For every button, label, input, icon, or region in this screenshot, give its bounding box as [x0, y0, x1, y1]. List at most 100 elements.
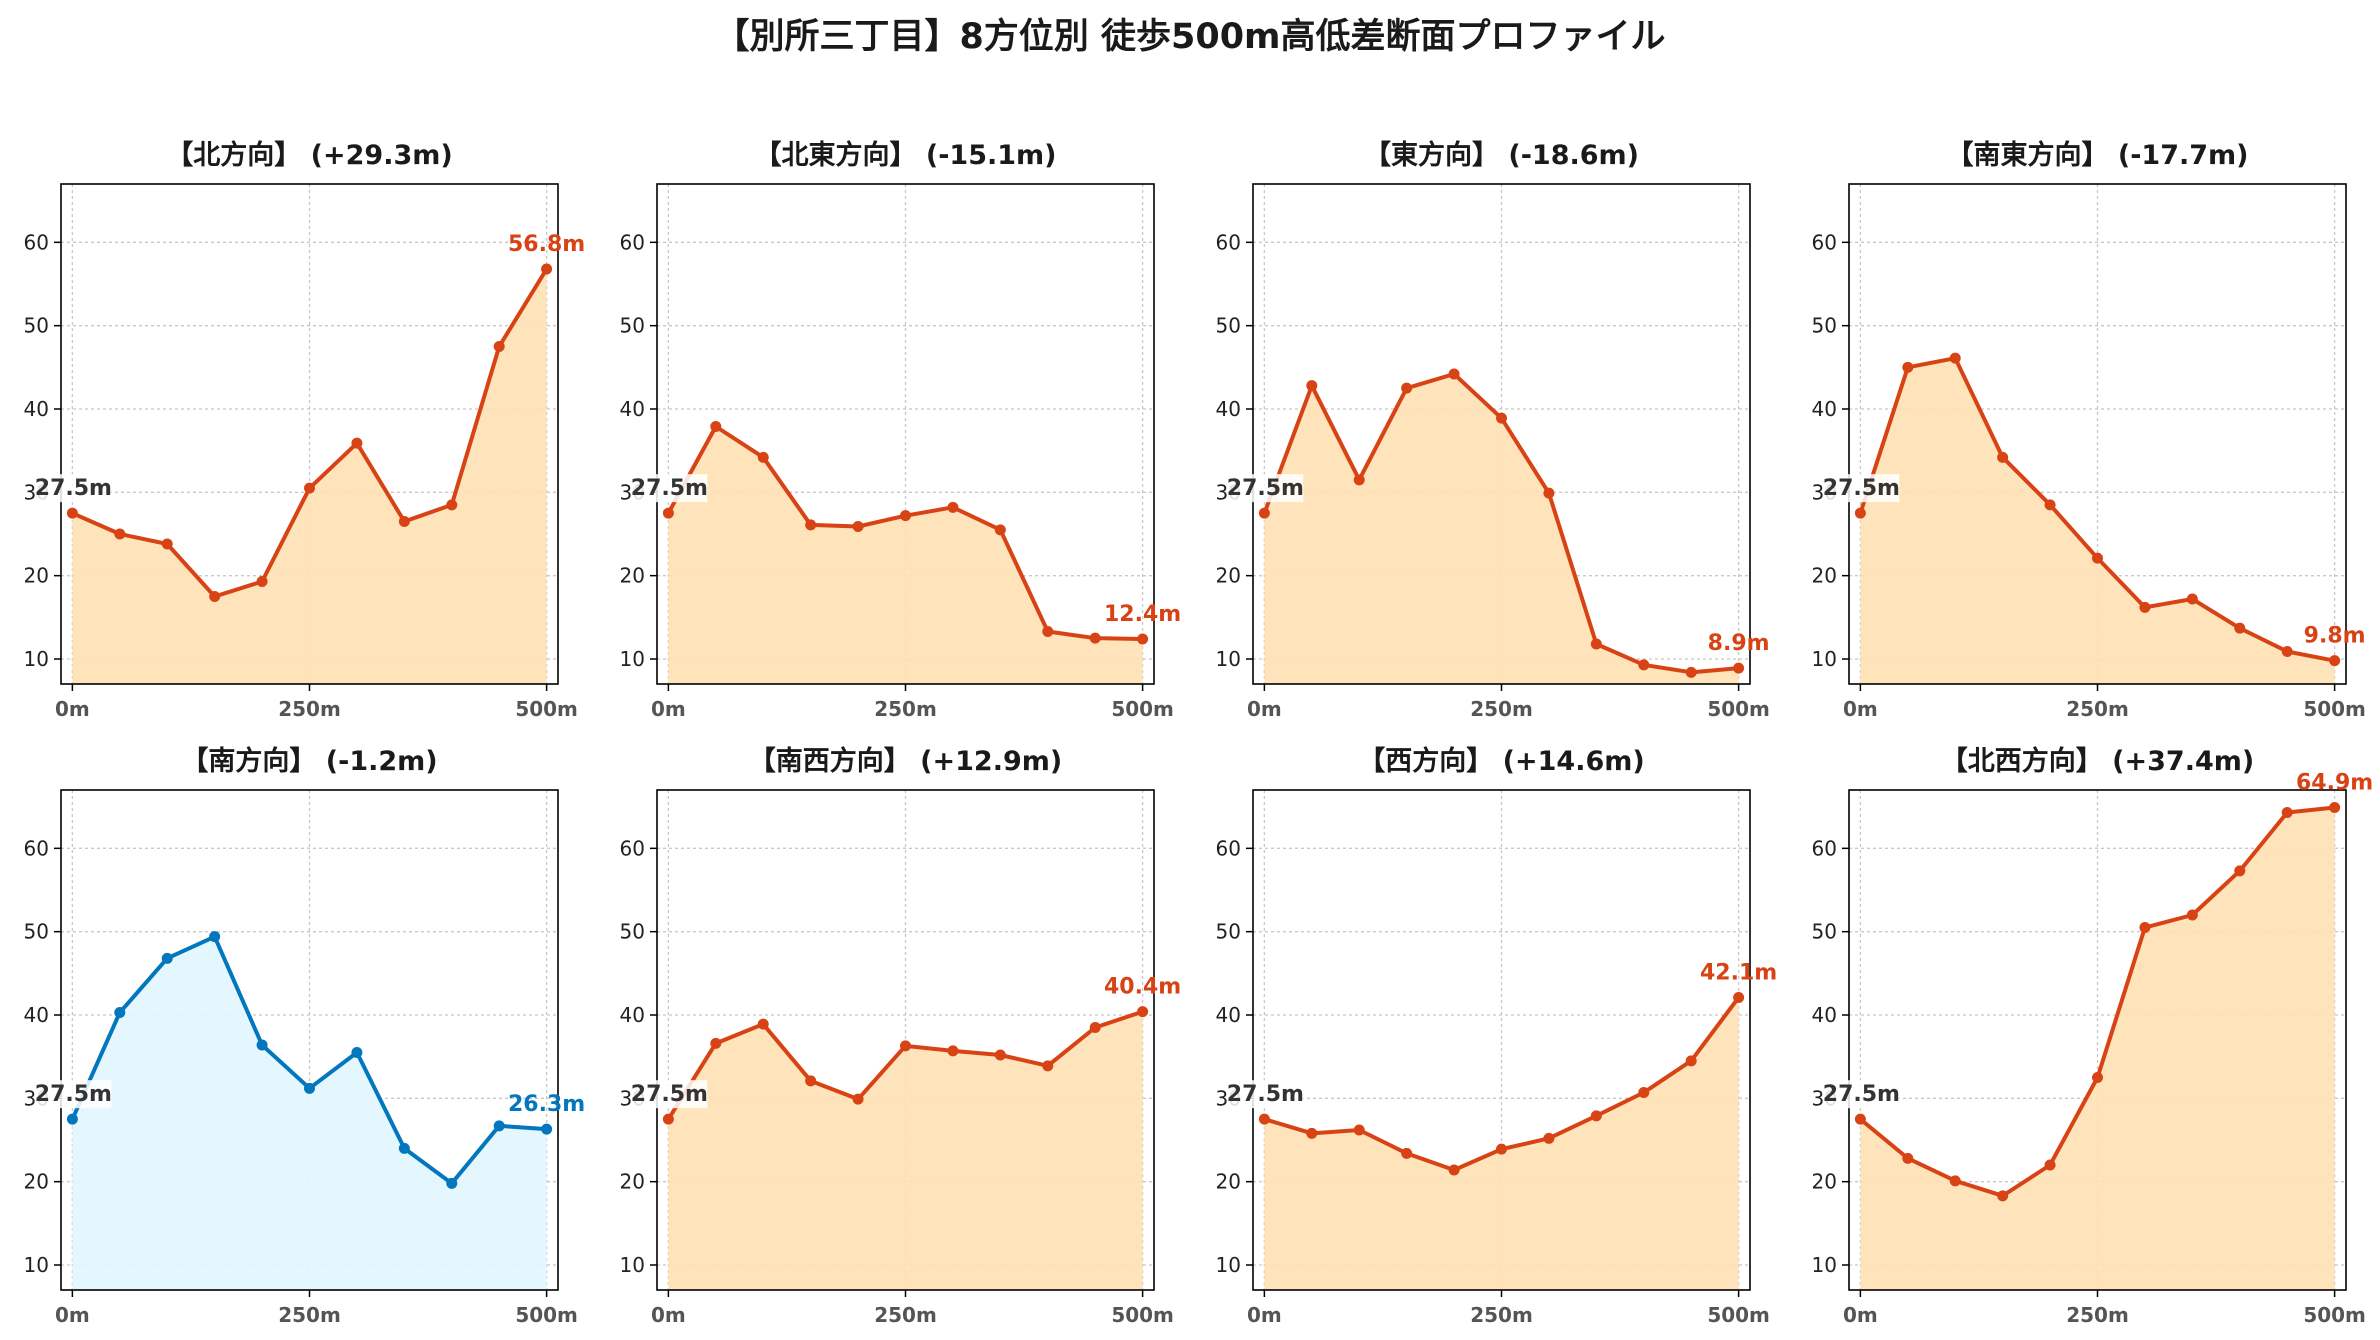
- y-tick-label: 20: [620, 564, 645, 588]
- data-point: [710, 421, 722, 432]
- end-label: 40.4m: [1104, 975, 1181, 1000]
- y-tick-label: 50: [24, 920, 49, 944]
- x-tick-label: 500m: [1707, 1303, 1770, 1327]
- x-tick-label: 250m: [874, 1303, 937, 1327]
- data-point: [710, 1037, 722, 1049]
- data-point: [351, 1047, 363, 1058]
- x-tick-label: 500m: [1111, 697, 1174, 721]
- data-point: [256, 1039, 268, 1051]
- y-tick-label: 40: [24, 1003, 49, 1027]
- data-point: [1258, 507, 1270, 519]
- data-point: [1042, 626, 1054, 637]
- start-label-box: [35, 474, 112, 503]
- chart-panel: 【東方向】 (-18.6m)1020304050600m250m500m27.5…: [1216, 139, 1770, 721]
- area-fill: [1860, 807, 2335, 1290]
- data-point: [1997, 451, 2009, 463]
- end-label: 12.4m: [1104, 602, 1181, 627]
- data-point: [493, 1120, 505, 1132]
- start-label: 27.5m: [1227, 476, 1304, 501]
- x-tick-label: 250m: [874, 697, 937, 721]
- y-tick-label: 40: [620, 1003, 645, 1027]
- y-tick-label: 40: [24, 397, 49, 421]
- x-tick-label: 500m: [1111, 1303, 1174, 1327]
- data-point: [2234, 622, 2246, 634]
- chart-title: 【南西方向】 (+12.9m): [749, 745, 1062, 777]
- data-point: [1543, 487, 1555, 499]
- data-point: [1543, 1132, 1555, 1144]
- x-tick-label: 500m: [1707, 697, 1770, 721]
- end-label: 42.1m: [1700, 961, 1777, 986]
- data-point: [2092, 1072, 2103, 1083]
- y-tick-label: 20: [24, 564, 49, 588]
- data-point: [2186, 593, 2198, 605]
- chart-title: 【東方向】 (-18.6m): [1364, 139, 1639, 171]
- x-tick-label: 250m: [2066, 1303, 2129, 1327]
- data-point: [1902, 361, 1914, 373]
- area-fill: [1264, 374, 1739, 684]
- data-point: [541, 1123, 553, 1135]
- data-point: [1949, 1175, 1961, 1187]
- chart-panel: 【北方向】 (+29.3m)1020304050600m250m500m27.5…: [24, 139, 586, 721]
- data-point: [2234, 865, 2246, 877]
- data-point: [256, 576, 268, 587]
- y-tick-label: 10: [24, 647, 49, 671]
- y-tick-label: 20: [1216, 564, 1241, 588]
- data-point: [2044, 1159, 2056, 1171]
- data-point: [852, 1093, 864, 1105]
- data-point: [1496, 412, 1507, 424]
- x-tick-label: 0m: [651, 1303, 686, 1327]
- data-point: [900, 1040, 911, 1052]
- y-tick-label: 40: [1216, 1003, 1241, 1027]
- end-label: 9.8m: [2304, 624, 2366, 649]
- x-tick-label: 500m: [2303, 1303, 2366, 1327]
- data-point: [1089, 1022, 1101, 1033]
- start-label: 27.5m: [35, 476, 112, 501]
- data-point: [1733, 992, 1745, 1003]
- chart-panel: 【北東方向】 (-15.1m)1020304050600m250m500m27.…: [620, 139, 1182, 721]
- y-tick-label: 50: [1216, 314, 1241, 338]
- data-point: [398, 1142, 410, 1154]
- data-point: [161, 538, 173, 550]
- y-tick-label: 10: [1216, 647, 1241, 671]
- data-point: [757, 451, 769, 463]
- data-point: [1997, 1190, 2009, 1202]
- data-point: [2139, 922, 2151, 933]
- x-tick-label: 250m: [2066, 697, 2129, 721]
- y-tick-label: 10: [24, 1253, 49, 1277]
- data-point: [1590, 638, 1602, 650]
- data-point: [1685, 666, 1697, 678]
- end-label: 56.8m: [508, 232, 585, 257]
- data-point: [66, 1113, 78, 1125]
- data-point: [446, 1177, 458, 1189]
- x-tick-label: 250m: [1470, 1303, 1533, 1327]
- y-tick-label: 10: [620, 647, 645, 671]
- start-label-box: [1823, 474, 1900, 503]
- chart-panel: 【西方向】 (+14.6m)1020304050600m250m500m27.5…: [1216, 745, 1778, 1327]
- y-tick-label: 60: [620, 836, 645, 860]
- data-point: [1902, 1152, 1914, 1164]
- start-label: 27.5m: [631, 1082, 708, 1107]
- y-tick-label: 50: [24, 314, 49, 338]
- x-tick-label: 500m: [515, 1303, 578, 1327]
- start-label: 27.5m: [1227, 1082, 1304, 1107]
- x-tick-label: 0m: [1247, 697, 1282, 721]
- y-tick-label: 40: [620, 397, 645, 421]
- data-point: [1137, 633, 1149, 645]
- data-point: [1306, 380, 1318, 392]
- data-point: [852, 521, 864, 532]
- y-tick-label: 60: [1812, 836, 1837, 860]
- data-point: [304, 482, 315, 494]
- start-label-box: [1823, 1080, 1900, 1109]
- y-tick-label: 40: [1812, 1003, 1837, 1027]
- y-tick-label: 50: [1812, 920, 1837, 944]
- start-label: 27.5m: [1823, 1082, 1900, 1107]
- data-point: [2329, 655, 2341, 667]
- data-point: [114, 528, 126, 540]
- data-point: [1448, 1164, 1460, 1176]
- start-label-box: [35, 1080, 112, 1109]
- data-point: [398, 516, 410, 527]
- data-point: [1638, 1087, 1650, 1098]
- data-point: [1089, 632, 1101, 644]
- x-tick-label: 0m: [1843, 697, 1878, 721]
- data-point: [2092, 552, 2103, 564]
